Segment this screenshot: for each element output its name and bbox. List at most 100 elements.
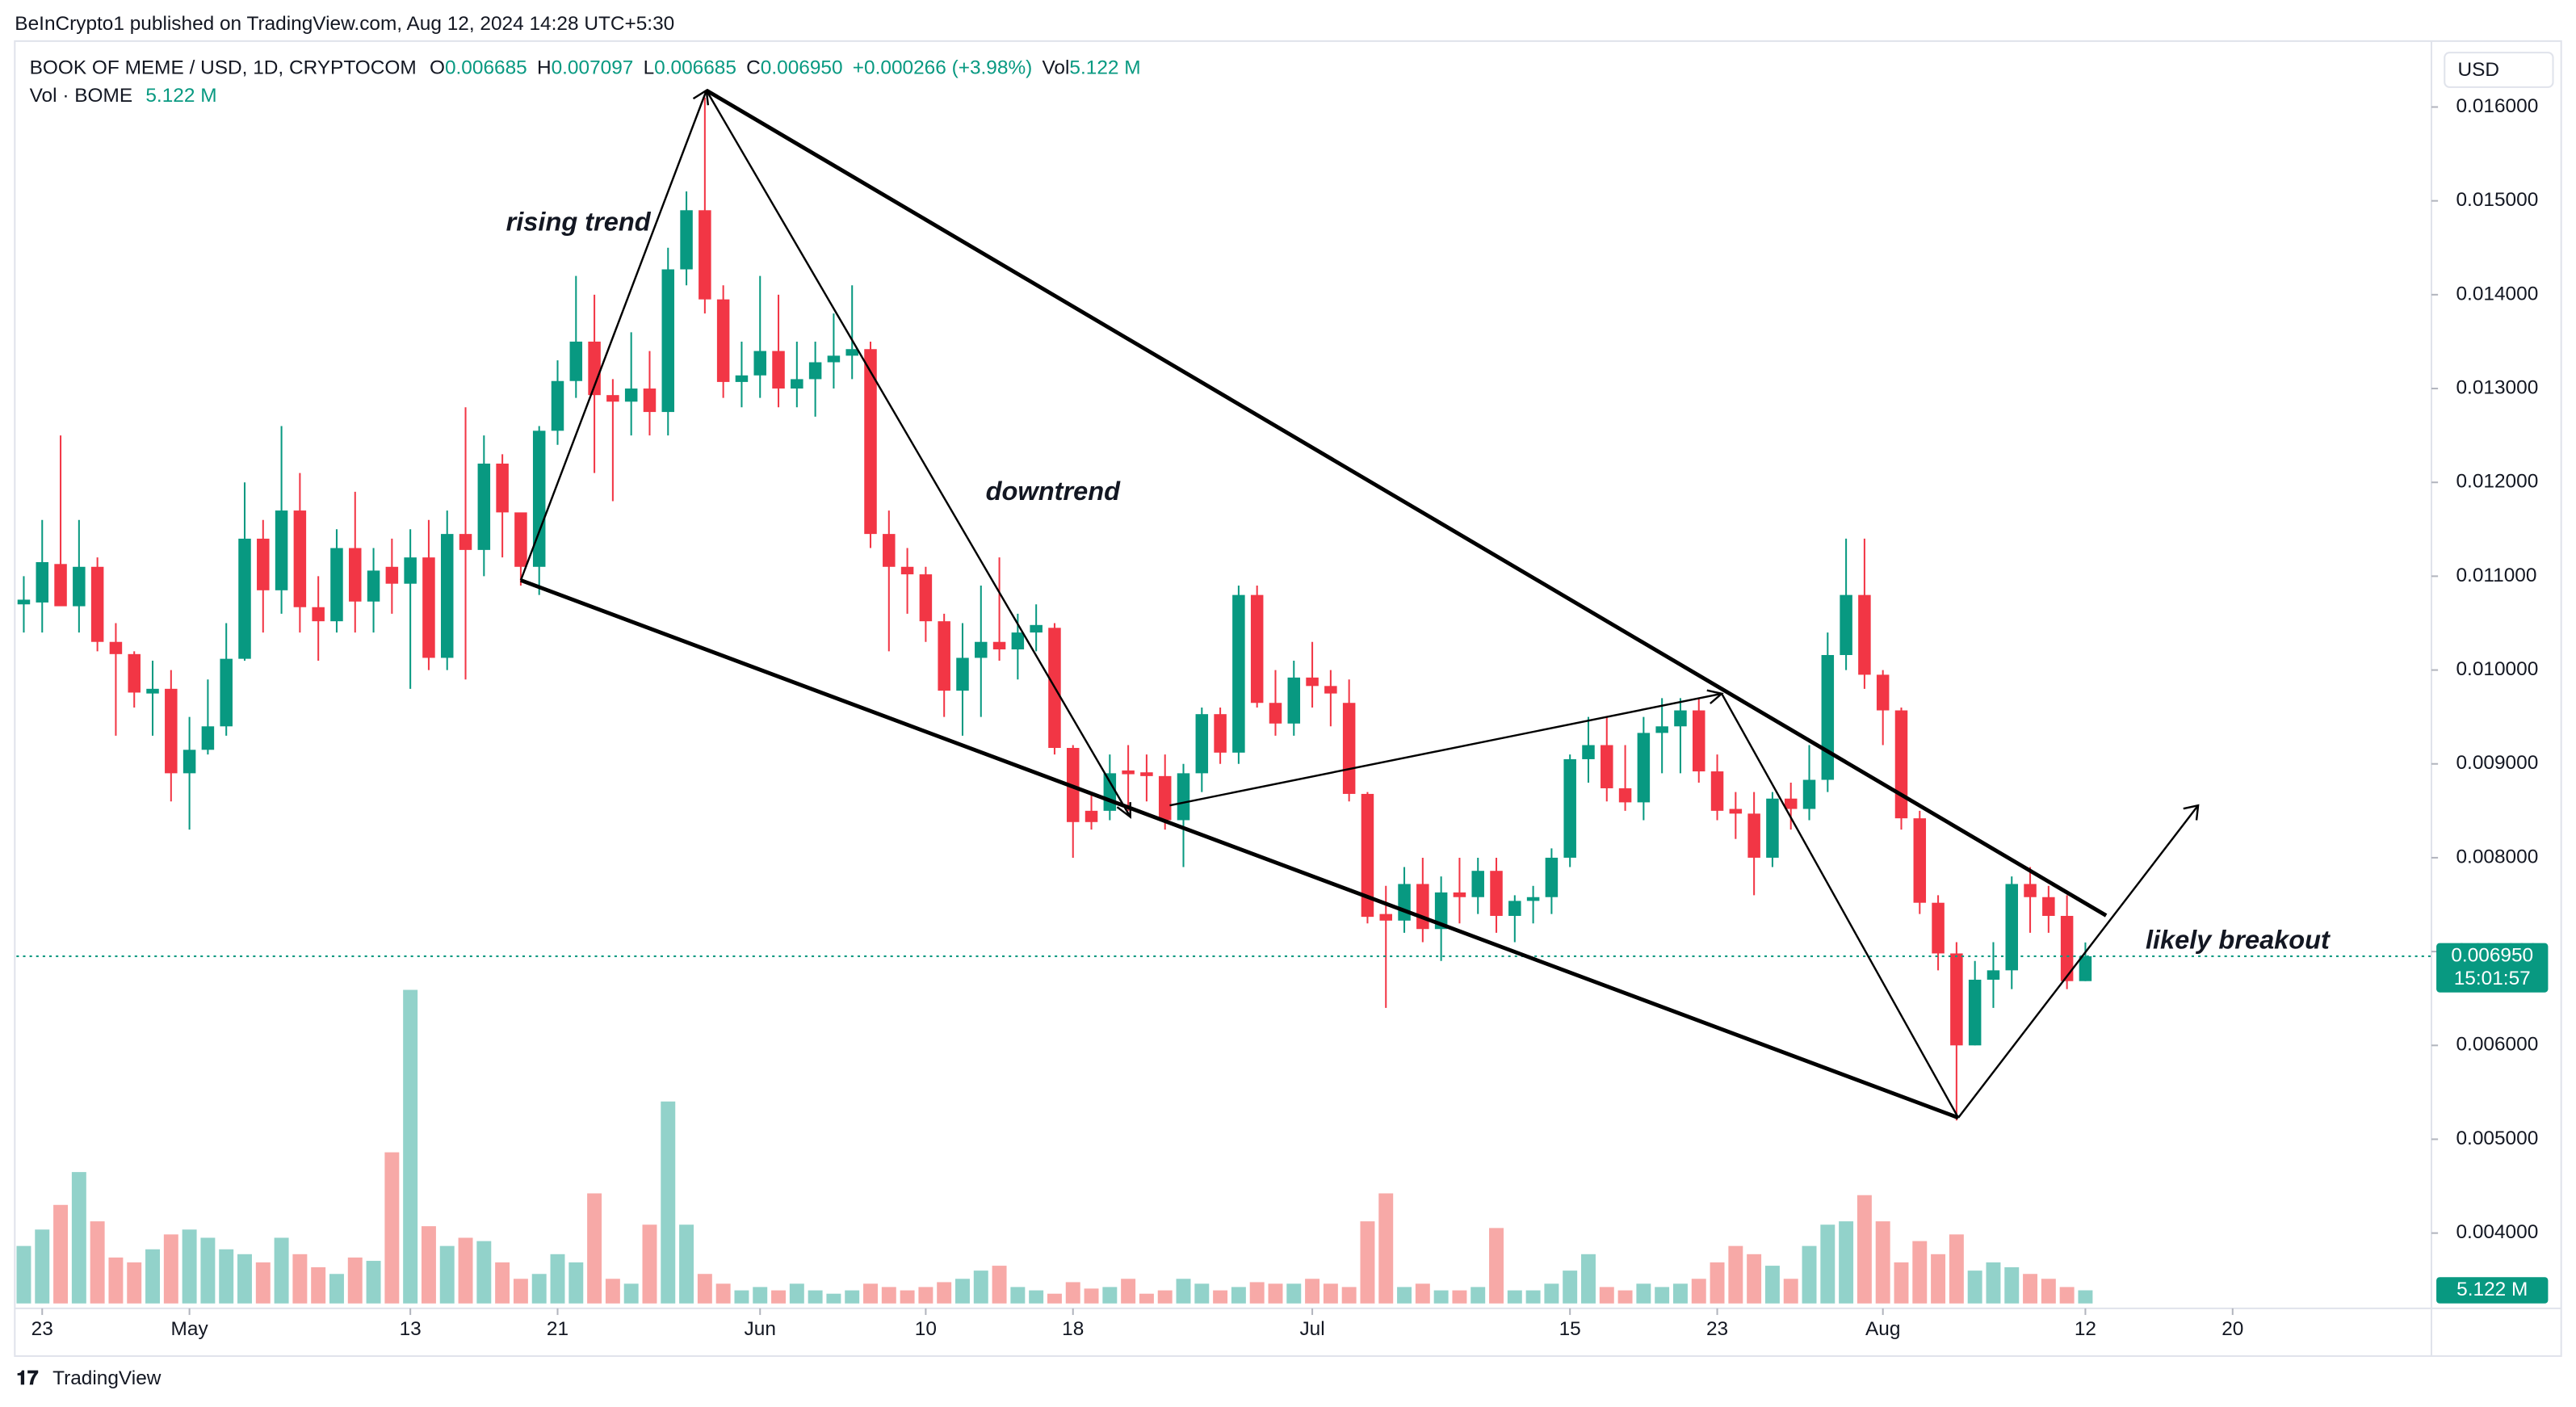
volume-bar — [513, 1279, 528, 1304]
vol-value: 5.122 M — [1069, 57, 1140, 79]
candle-body — [330, 548, 343, 622]
x-tick-label: 15 — [1559, 1318, 1581, 1340]
c-value: 0.006950 — [761, 57, 843, 79]
volume-bar — [845, 1290, 860, 1304]
candle-body — [477, 463, 491, 550]
candle-body — [1545, 857, 1559, 897]
candle-body — [238, 538, 251, 659]
volume-bar — [1065, 1282, 1080, 1304]
candle-body — [2042, 897, 2055, 916]
candle-body — [1710, 771, 1724, 811]
candle-body — [2005, 884, 2019, 971]
volume-bar — [1875, 1221, 1890, 1304]
volume-bar — [955, 1279, 970, 1304]
candle-body — [257, 538, 270, 590]
volume-bar — [1249, 1282, 1265, 1304]
volume-bar — [1563, 1270, 1578, 1304]
trend-line — [1169, 692, 1722, 807]
candle-body — [1618, 788, 1632, 803]
volume-bar — [495, 1262, 510, 1304]
candle-body — [845, 349, 858, 356]
volume-bar — [881, 1287, 896, 1304]
volume-bar — [292, 1254, 308, 1304]
l-label: L — [644, 57, 655, 79]
volume-bar — [71, 1172, 86, 1304]
volume-bar — [421, 1226, 436, 1304]
volume-bar — [1305, 1279, 1320, 1304]
volume-bar — [1839, 1221, 1854, 1304]
volume-bar — [1764, 1266, 1780, 1304]
volume-bar — [992, 1266, 1007, 1304]
y-tick-label: 0.011000 — [2456, 565, 2536, 586]
y-tick-label: 0.014000 — [2456, 283, 2538, 304]
candle-body — [1140, 772, 1153, 776]
candle-body — [1471, 871, 1484, 897]
volume-bar — [1029, 1290, 1044, 1304]
volume-bar — [734, 1290, 749, 1304]
annotation: downtrend — [986, 477, 1121, 506]
volume-bar — [163, 1234, 178, 1304]
y-tick-label: 0.004000 — [2456, 1221, 2538, 1243]
volume-bar — [1544, 1283, 1559, 1304]
candle-body — [1214, 714, 1227, 753]
volume-bar — [274, 1237, 289, 1304]
candle-body — [146, 688, 159, 694]
candle-body — [606, 395, 619, 402]
volume-bar — [1489, 1228, 1504, 1304]
candle-body — [699, 210, 711, 300]
currency[interactable]: USD — [2458, 59, 2500, 81]
change: +0.000266 (+3.98%) — [853, 57, 1033, 79]
candle-body — [1490, 871, 1503, 916]
candle-body — [772, 351, 785, 389]
candle-body — [864, 349, 877, 535]
volume-bar — [329, 1274, 344, 1304]
volume-bar — [2004, 1266, 2020, 1304]
volume-bar — [1747, 1254, 1762, 1304]
candle-body — [735, 375, 749, 382]
channel-upper — [705, 88, 2108, 918]
volume-bar — [1856, 1195, 1872, 1304]
candle-body — [919, 574, 933, 622]
vol-label: Vol — [1042, 57, 1069, 79]
volume-bar — [1599, 1287, 1614, 1304]
trend-line — [1957, 804, 2200, 1119]
volume-bar — [1710, 1262, 1725, 1304]
volume-bar — [715, 1283, 731, 1304]
candle-body — [385, 566, 399, 584]
candle-body — [2024, 884, 2037, 897]
candle-body — [1011, 632, 1025, 650]
volume-bar — [1341, 1287, 1357, 1304]
volume-bar — [1433, 1290, 1449, 1304]
volume-bar — [2023, 1274, 2038, 1304]
candle-body — [532, 430, 546, 567]
volume-bar — [605, 1279, 620, 1304]
volume-bar — [642, 1224, 657, 1304]
candle-body — [1342, 703, 1356, 794]
volume-bar — [973, 1270, 988, 1304]
volume-bar — [1672, 1283, 1688, 1304]
y-tick-label: 0.005000 — [2456, 1128, 2538, 1149]
candle-body — [2060, 915, 2074, 981]
candle-body — [1674, 710, 1687, 727]
currency-box[interactable] — [2444, 52, 2554, 88]
candle-body — [956, 657, 969, 691]
candle-body — [1784, 798, 1798, 809]
x-tick-label: 23 — [1706, 1318, 1728, 1340]
volume-bar — [826, 1293, 841, 1304]
volume-indicator-value: 5.122 M — [145, 86, 216, 107]
volume-bar — [1912, 1241, 1928, 1304]
candle-body — [1932, 902, 1945, 954]
volume-bar — [2078, 1290, 2093, 1304]
volume-bar — [1507, 1290, 1522, 1304]
candle-body — [1821, 654, 1835, 780]
volume-bar — [808, 1290, 823, 1304]
channel-lower — [520, 578, 1959, 1120]
volume-bar — [1452, 1290, 1467, 1304]
volume-bar — [1802, 1245, 1817, 1304]
candle-body — [1840, 594, 1852, 655]
y-tick-label: 0.009000 — [2456, 752, 2538, 774]
x-tick-label: May — [171, 1318, 209, 1340]
candle-body — [1434, 892, 1448, 930]
y-tick-label: 0.016000 — [2456, 95, 2538, 117]
